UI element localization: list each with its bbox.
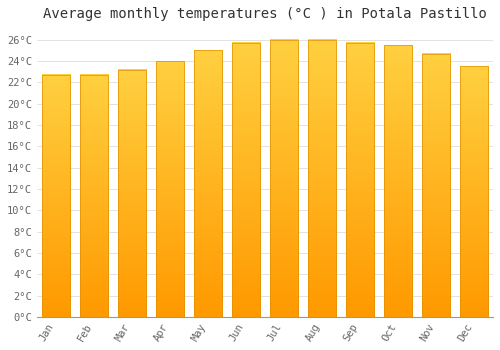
Bar [156, 61, 184, 317]
Bar [118, 70, 146, 317]
Bar [270, 40, 298, 317]
Bar [42, 75, 70, 317]
Bar [308, 40, 336, 317]
Bar [422, 54, 450, 317]
Bar [80, 75, 108, 317]
Bar [384, 45, 412, 317]
Bar [346, 43, 374, 317]
Bar [194, 50, 222, 317]
Title: Average monthly temperatures (°C ) in Potala Pastillo: Average monthly temperatures (°C ) in Po… [43, 7, 487, 21]
Bar [232, 43, 260, 317]
Bar [460, 66, 488, 317]
